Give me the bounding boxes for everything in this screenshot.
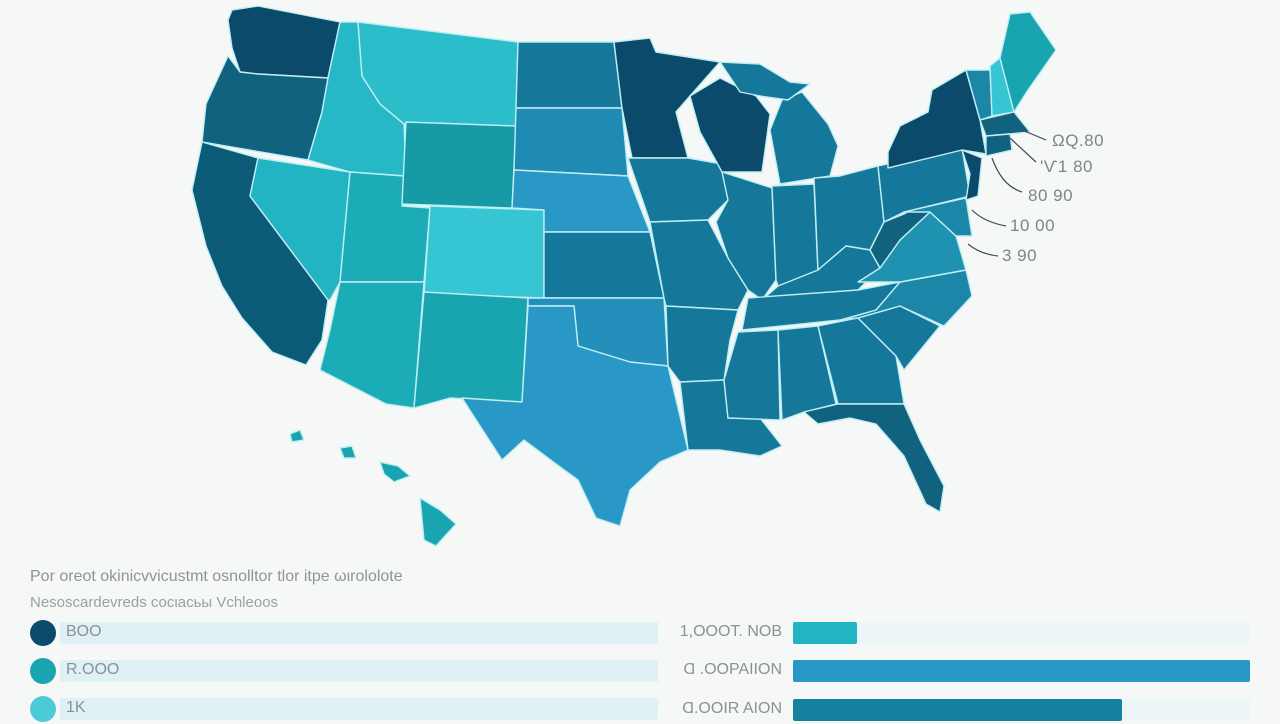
callout-line-1	[1021, 129, 1047, 141]
state-nc[interactable]	[841, 269, 973, 327]
state-nm[interactable]	[413, 291, 529, 409]
bar-row: 1,OOOT. NOB	[660, 617, 1250, 647]
callout-label-1: ΩQ.80	[1052, 131, 1105, 150]
callout-line-5	[967, 243, 999, 257]
legend-subtitle: Nesoscardevreds сосιасьы Vchleoos	[30, 594, 279, 611]
legend-title: Por oreot okinicvvicustmt osnolltor tlor…	[30, 568, 403, 585]
callout-line-2	[1009, 137, 1037, 163]
state-co[interactable]	[423, 205, 545, 299]
state-tx[interactable]	[461, 305, 689, 527]
state-md[interactable]	[903, 197, 973, 237]
bar-row: Ɑ .OOPAIION	[660, 655, 1250, 685]
legend-swatch-dot	[30, 620, 56, 646]
legend-item-label: R.OOO	[66, 661, 120, 678]
bar-label: 1,OOOT. NOB	[679, 623, 782, 640]
callout-label-2: 'Ѵ1 80	[1040, 157, 1093, 176]
bar-track	[793, 622, 1250, 644]
bar-label: Ɑ.OOIR AION	[682, 700, 782, 717]
state-mi[interactable]	[769, 91, 839, 185]
legend-item-label: BOO	[66, 623, 102, 640]
bar-fill	[793, 699, 1123, 721]
bar-label: Ɑ .OOPAIION	[683, 661, 782, 678]
state-wi[interactable]	[689, 77, 771, 173]
callout-label-4: 10 00	[1010, 216, 1056, 235]
bar-track	[793, 660, 1250, 682]
legend-item: R.OOO	[30, 656, 658, 686]
state-nd[interactable]	[515, 41, 623, 109]
legend-swatch-dot	[30, 696, 56, 722]
state-az[interactable]	[319, 281, 425, 409]
state-wa[interactable]	[227, 5, 341, 79]
bar-fill	[793, 622, 857, 644]
state-ms[interactable]	[723, 329, 781, 421]
state-nj[interactable]	[961, 149, 983, 201]
bar-row: Ɑ.OOIR AION	[660, 694, 1250, 724]
bar-track	[793, 699, 1250, 721]
state-hi-oahu[interactable]	[339, 445, 357, 459]
legend-track	[60, 622, 658, 644]
state-wy[interactable]	[401, 121, 517, 209]
state-ks[interactable]	[543, 231, 665, 299]
state-sd[interactable]	[513, 107, 629, 177]
state-mi-upper[interactable]	[719, 61, 811, 101]
callout-label-5: 3 90	[1002, 246, 1038, 265]
state-hi-big[interactable]	[419, 497, 457, 547]
callout-line-4	[971, 209, 1007, 227]
state-hi-maui[interactable]	[379, 461, 411, 483]
bar-fill	[793, 660, 1250, 682]
state-mo[interactable]	[649, 219, 749, 311]
state-fl[interactable]	[803, 403, 945, 513]
callout-label-3: 80 90	[1028, 186, 1074, 205]
callout-line-3	[991, 157, 1023, 193]
state-hi-kauai[interactable]	[289, 429, 305, 443]
state-ma[interactable]	[979, 111, 1031, 137]
state-in[interactable]	[771, 183, 819, 287]
map-canvas	[191, 5, 1057, 547]
legend-item: 1K	[30, 694, 658, 724]
legend-swatch-dot	[30, 658, 56, 684]
legend-item: BOO	[30, 618, 658, 648]
us-choropleth-map: ΩQ.80 'Ѵ1 80 80 90 10 00 3 90	[191, 5, 1105, 547]
legend-track	[60, 698, 658, 720]
state-mn[interactable]	[613, 37, 721, 159]
legend-item-label: 1K	[66, 699, 86, 716]
state-ct[interactable]	[985, 133, 1013, 157]
legend-track	[60, 660, 658, 682]
